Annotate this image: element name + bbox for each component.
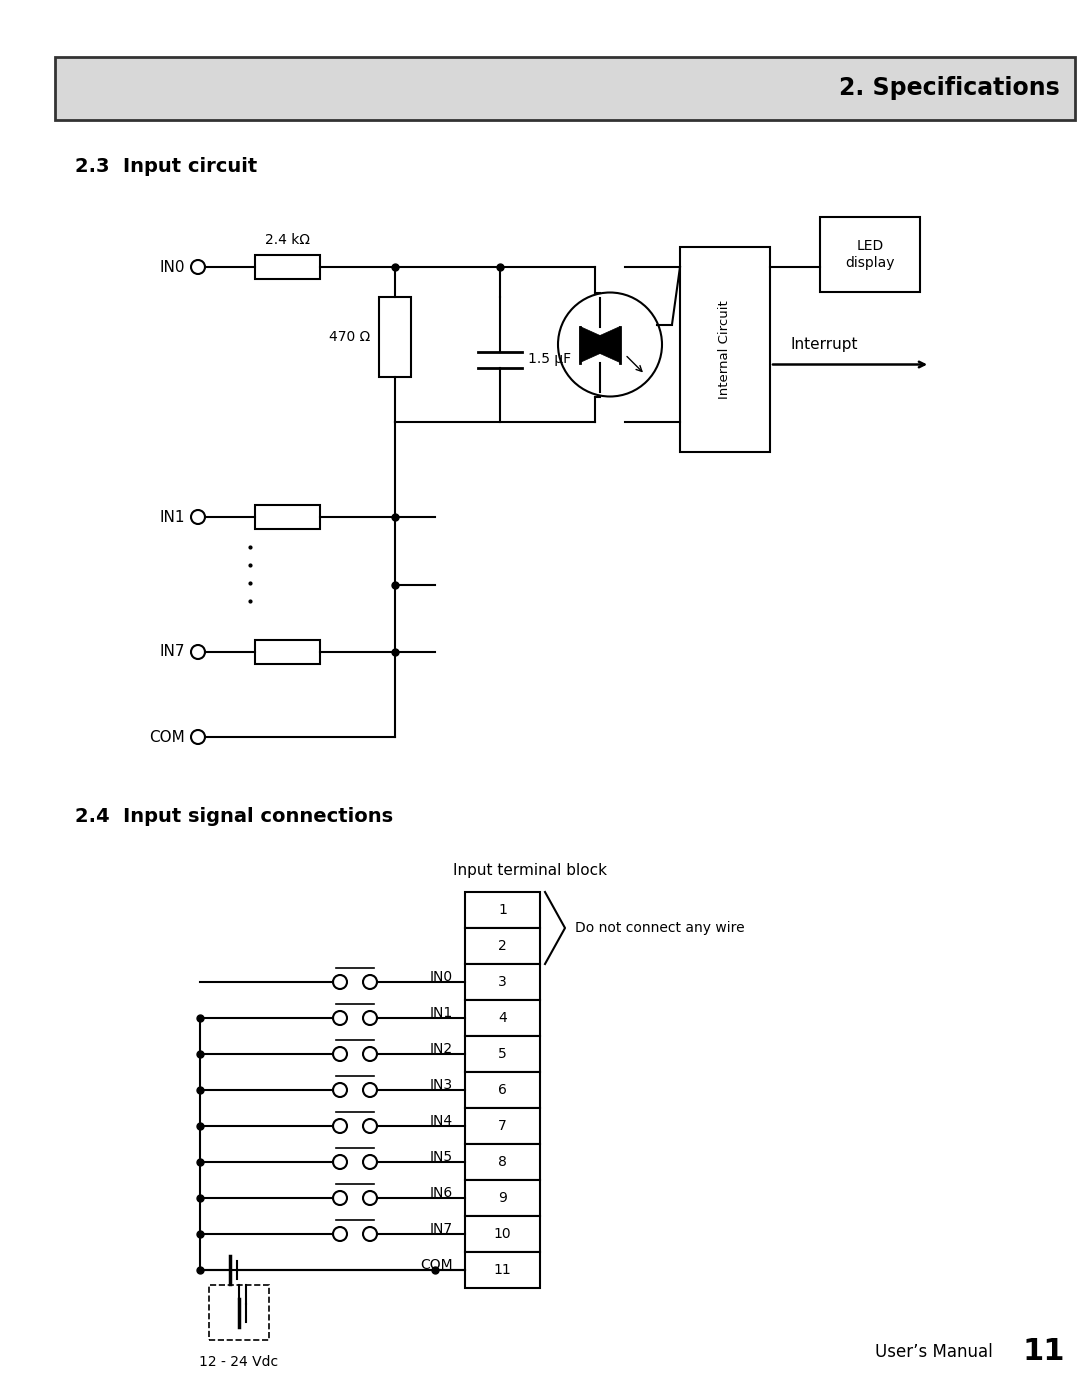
Bar (820, 217, 920, 292)
Bar (379, 298, 411, 377)
Text: IN4: IN4 (430, 1113, 453, 1127)
Bar (255, 256, 320, 279)
Text: User’s Manual: User’s Manual (875, 1343, 993, 1361)
Text: 470 Ω: 470 Ω (328, 330, 370, 344)
Text: Do not connect any wire: Do not connect any wire (575, 921, 744, 935)
Text: 11: 11 (494, 1263, 511, 1277)
Text: IN0: IN0 (430, 970, 453, 983)
Text: IN0: IN0 (160, 260, 185, 274)
Bar (255, 640, 320, 664)
Text: IN3: IN3 (430, 1078, 453, 1092)
Text: COM: COM (149, 729, 185, 745)
Polygon shape (580, 327, 620, 362)
Text: 9: 9 (498, 1192, 507, 1206)
Text: 1: 1 (498, 902, 507, 916)
Text: 8: 8 (498, 1155, 507, 1169)
Text: IN1: IN1 (430, 1006, 453, 1020)
Text: 5: 5 (498, 1046, 507, 1060)
Text: IN6: IN6 (430, 1186, 453, 1200)
Text: 4: 4 (498, 1011, 507, 1025)
Text: 7: 7 (498, 1119, 507, 1133)
Bar (465, 1144, 540, 1180)
Bar (465, 1215, 540, 1252)
Bar (465, 1000, 540, 1037)
Text: 2.4 kΩ: 2.4 kΩ (265, 233, 310, 247)
Text: Interrupt: Interrupt (789, 337, 858, 352)
Text: IN5: IN5 (430, 1150, 453, 1164)
Bar (465, 928, 540, 964)
Text: 12 - 24 Vdc: 12 - 24 Vdc (199, 1355, 278, 1369)
Bar (465, 893, 540, 928)
Text: 2.3  Input circuit: 2.3 Input circuit (75, 158, 257, 176)
Bar (255, 504, 320, 529)
Bar (208, 1285, 269, 1340)
Bar (465, 1180, 540, 1215)
Polygon shape (580, 327, 620, 362)
Text: 1.5 μF: 1.5 μF (528, 352, 571, 366)
Bar (465, 1071, 540, 1108)
Text: LED
display: LED display (846, 239, 894, 270)
Text: Internal Circuit: Internal Circuit (718, 300, 731, 400)
Text: 11: 11 (1023, 1337, 1065, 1366)
Text: IN7: IN7 (430, 1222, 453, 1236)
Text: Input terminal block: Input terminal block (453, 862, 607, 877)
Text: 2.4  Input signal connections: 2.4 Input signal connections (75, 807, 393, 827)
Bar (55, 57, 1075, 120)
Text: IN2: IN2 (430, 1042, 453, 1056)
Text: 6: 6 (498, 1083, 507, 1097)
Text: 2. Specifications: 2. Specifications (839, 77, 1059, 101)
Bar (465, 1252, 540, 1288)
Bar (465, 1108, 540, 1144)
Text: COM: COM (420, 1259, 453, 1273)
Text: 2: 2 (498, 939, 507, 953)
Text: IN7: IN7 (160, 644, 185, 659)
Text: 3: 3 (498, 975, 507, 989)
Bar (465, 964, 540, 1000)
Text: 10: 10 (494, 1227, 511, 1241)
Bar (680, 247, 770, 453)
Text: IN1: IN1 (160, 510, 185, 524)
Bar (465, 1037, 540, 1071)
